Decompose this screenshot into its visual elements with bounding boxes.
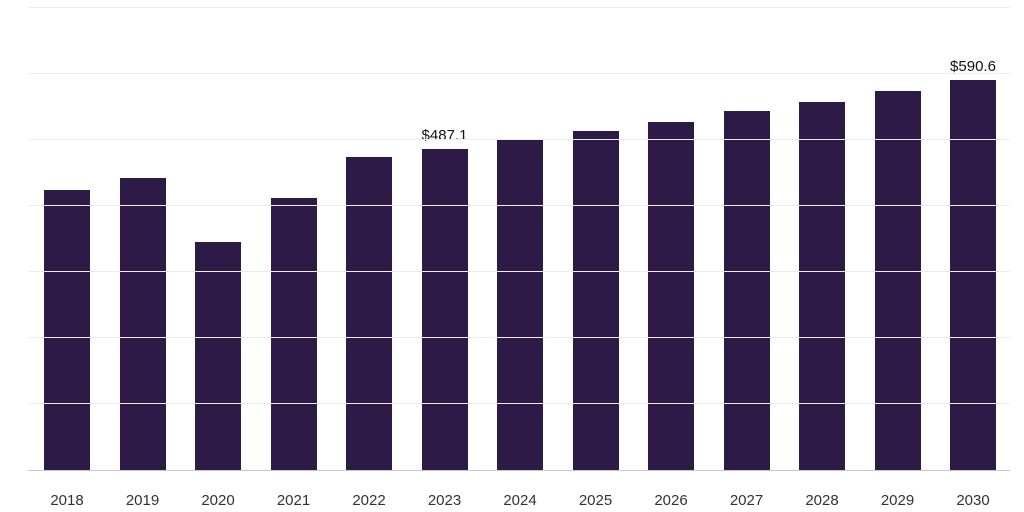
x-axis-label: 2023 [427, 492, 462, 509]
bar [421, 148, 468, 470]
bar-group [346, 157, 392, 470]
bar [572, 130, 619, 470]
bars: $487.1 $590.6 [28, 8, 1010, 470]
gridline [28, 7, 1010, 8]
x-axis-label: 2027 [729, 492, 764, 509]
bar-group [270, 198, 317, 470]
bar-group [195, 241, 241, 470]
gridline [28, 403, 1010, 404]
gridline [28, 73, 1010, 74]
bar-chart: $487.1 $590.6 2018 2019 2020 2021 2022 2023 202… [28, 7, 1010, 509]
bar-group [723, 110, 770, 470]
bar-group [799, 101, 845, 470]
bar [950, 80, 996, 470]
bar-group [497, 139, 543, 470]
x-axis-label: 2025 [578, 492, 613, 509]
gridline [28, 139, 1010, 140]
x-axis-label: 2018 [50, 492, 84, 509]
bar [270, 198, 317, 470]
bar [119, 177, 166, 470]
x-axis-label: 2022 [352, 492, 386, 509]
gridline [28, 337, 1010, 338]
bar-group: $487.1 [421, 126, 468, 470]
bar [799, 101, 845, 470]
plot-area: $487.1 $590.6 [28, 7, 1010, 471]
x-axis-label: 2020 [201, 492, 235, 509]
bar [195, 241, 241, 470]
x-axis: 2018 2019 2020 2021 2022 2023 2024 2025 2026 2027… [28, 478, 1010, 509]
bar-group: $590.6 [950, 58, 996, 470]
x-axis-label: 2024 [503, 492, 537, 509]
bar-group [572, 130, 619, 470]
bar [874, 90, 921, 470]
gridline [28, 271, 1010, 272]
bar-group [648, 121, 694, 470]
x-axis-label: 2028 [805, 492, 839, 509]
bar [346, 157, 392, 470]
bar [648, 121, 694, 470]
bar [723, 110, 770, 470]
bar-group [874, 90, 921, 470]
data-label: $487.1 [421, 126, 468, 144]
bar [44, 190, 90, 470]
x-axis-label: 2026 [654, 492, 688, 509]
x-axis-label: 2030 [956, 492, 990, 509]
x-axis-label: 2029 [880, 492, 915, 509]
bar-group [44, 190, 90, 470]
bar-group [119, 177, 166, 470]
x-axis-label: 2021 [276, 492, 311, 509]
data-label: $590.6 [950, 58, 996, 76]
bar [497, 139, 543, 470]
x-axis-label: 2019 [125, 492, 160, 509]
gridline [28, 205, 1010, 206]
